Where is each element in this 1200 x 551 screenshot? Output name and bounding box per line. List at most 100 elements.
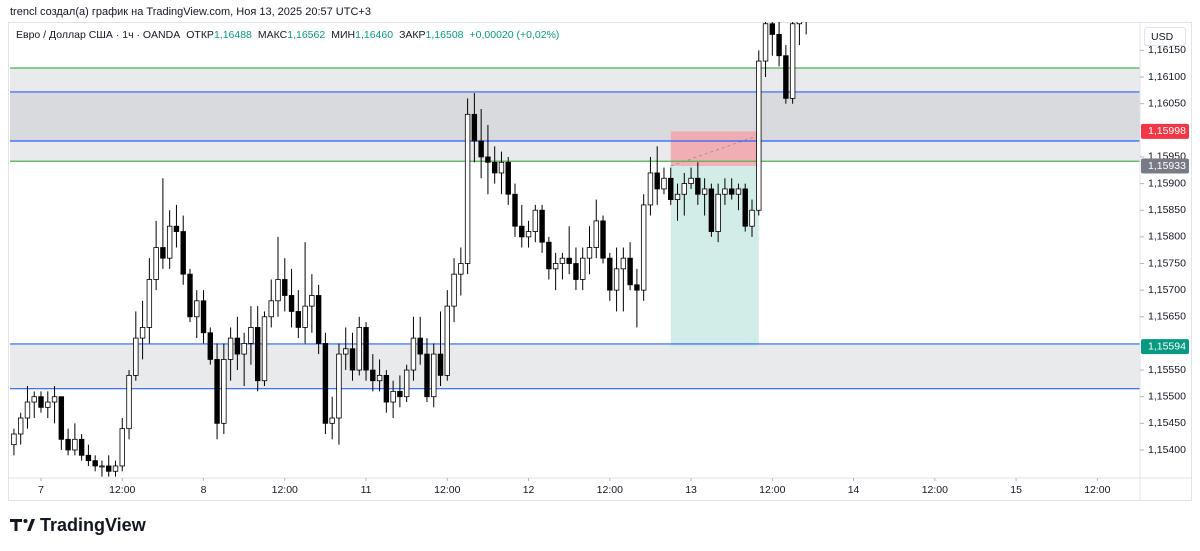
y-tick-label: 1,16050 (1148, 97, 1186, 109)
candle-body (458, 263, 464, 275)
candle-body (532, 209, 539, 232)
x-tick-label: 12 (523, 484, 535, 496)
x-tick-label: 13 (685, 484, 697, 496)
candle-body (356, 327, 362, 371)
candle-body (403, 369, 410, 398)
candle-body (24, 401, 31, 419)
candle-body (160, 247, 166, 259)
brand-logo (10, 519, 35, 531)
candle-body (153, 247, 159, 280)
candle-body (17, 417, 24, 435)
price-label: 1,15933 (1148, 160, 1186, 172)
candle-body (363, 327, 369, 371)
candle-body (166, 225, 173, 259)
candle-body (769, 23, 776, 35)
y-tick-label: 1,15650 (1148, 311, 1186, 323)
candle-body (336, 353, 342, 419)
candle-body (112, 465, 119, 472)
candle-body (525, 231, 532, 238)
candle-body (804, 2, 809, 13)
candle-body (106, 465, 112, 472)
candle-body (227, 337, 234, 360)
price-label: 1,15998 (1148, 125, 1186, 137)
price-label: 1,15594 (1148, 340, 1186, 352)
legend-field-name: ЗАКР (399, 29, 425, 41)
candle-body (701, 188, 708, 195)
price-label-box (1141, 123, 1189, 139)
legend-field-value: 1,16508 (426, 29, 464, 41)
candle-body (783, 55, 789, 99)
candle-body (173, 225, 180, 232)
candle-body (417, 337, 423, 355)
zones (10, 67, 1140, 390)
x-tick-label: 12:00 (109, 484, 135, 496)
candle-body (607, 257, 613, 291)
x-tick-label: 14 (848, 484, 860, 496)
candle-body (431, 353, 437, 398)
candle-body (742, 188, 748, 227)
y-tick-label: 1,15900 (1148, 177, 1186, 189)
candle-body (58, 396, 65, 440)
x-tick-label: 12:00 (434, 484, 460, 496)
candle-body (221, 359, 227, 424)
candle-body (72, 438, 78, 451)
candle-body (444, 305, 450, 376)
candle-body (559, 257, 566, 264)
candle-body (241, 343, 247, 355)
candle-body (376, 374, 383, 382)
candle-body (187, 273, 193, 318)
candle-body (580, 257, 586, 280)
candle-body (139, 327, 146, 339)
candle-body (796, 22, 803, 25)
y-tick-label: 1,15550 (1148, 364, 1186, 376)
candle-body (749, 209, 755, 227)
candle-body (254, 327, 261, 382)
candle-body (674, 193, 681, 200)
candle-body (126, 374, 132, 430)
x-tick-label: 12:00 (597, 484, 623, 496)
x-tick-label: 12:00 (1084, 484, 1110, 496)
legend-field-value: 1,16460 (355, 29, 393, 41)
candle-body (194, 300, 200, 318)
candle-body (234, 337, 241, 355)
candle-body (708, 188, 715, 232)
candle-body (214, 359, 220, 424)
candle-body (349, 348, 356, 371)
candle-body (343, 348, 349, 355)
candle-body (78, 438, 85, 456)
candle-body (261, 316, 268, 382)
candle-body (593, 220, 599, 248)
candle-body (85, 454, 92, 462)
candle-body (485, 156, 491, 163)
candle-body (119, 428, 125, 467)
x-tick-label: 12:00 (922, 484, 948, 496)
candles (11, 2, 809, 477)
legend: Евро / Доллар США · 1ч · OANDA ОТКР 1,1648… (16, 29, 559, 41)
legend-change: +0,00020 (+0,02%) (470, 29, 560, 41)
candle-body (51, 396, 58, 403)
candle-body (756, 60, 762, 211)
candle-body (410, 337, 417, 371)
candle-body (620, 257, 627, 270)
brand: TradingView (40, 515, 147, 535)
candle-body (728, 188, 735, 195)
chart-frame (8, 22, 1192, 501)
candle-body (146, 279, 153, 328)
header: trencl создал(а) график на TradingView.c… (10, 6, 371, 18)
candle-body (248, 327, 254, 344)
candle-body (207, 332, 213, 360)
candle-body (722, 188, 728, 195)
candle-body (200, 300, 207, 334)
legend-field-name: МАКС (258, 29, 288, 41)
candle-body (397, 390, 403, 398)
candle-body (654, 172, 660, 190)
zone (10, 343, 1140, 389)
candle-body (640, 204, 647, 291)
candle-body (539, 209, 545, 243)
candle-body (478, 140, 484, 158)
candle-body (31, 396, 37, 403)
candle-body (762, 23, 769, 62)
candle-body (688, 177, 694, 184)
zone (10, 91, 1140, 141)
candle-body (315, 295, 322, 344)
